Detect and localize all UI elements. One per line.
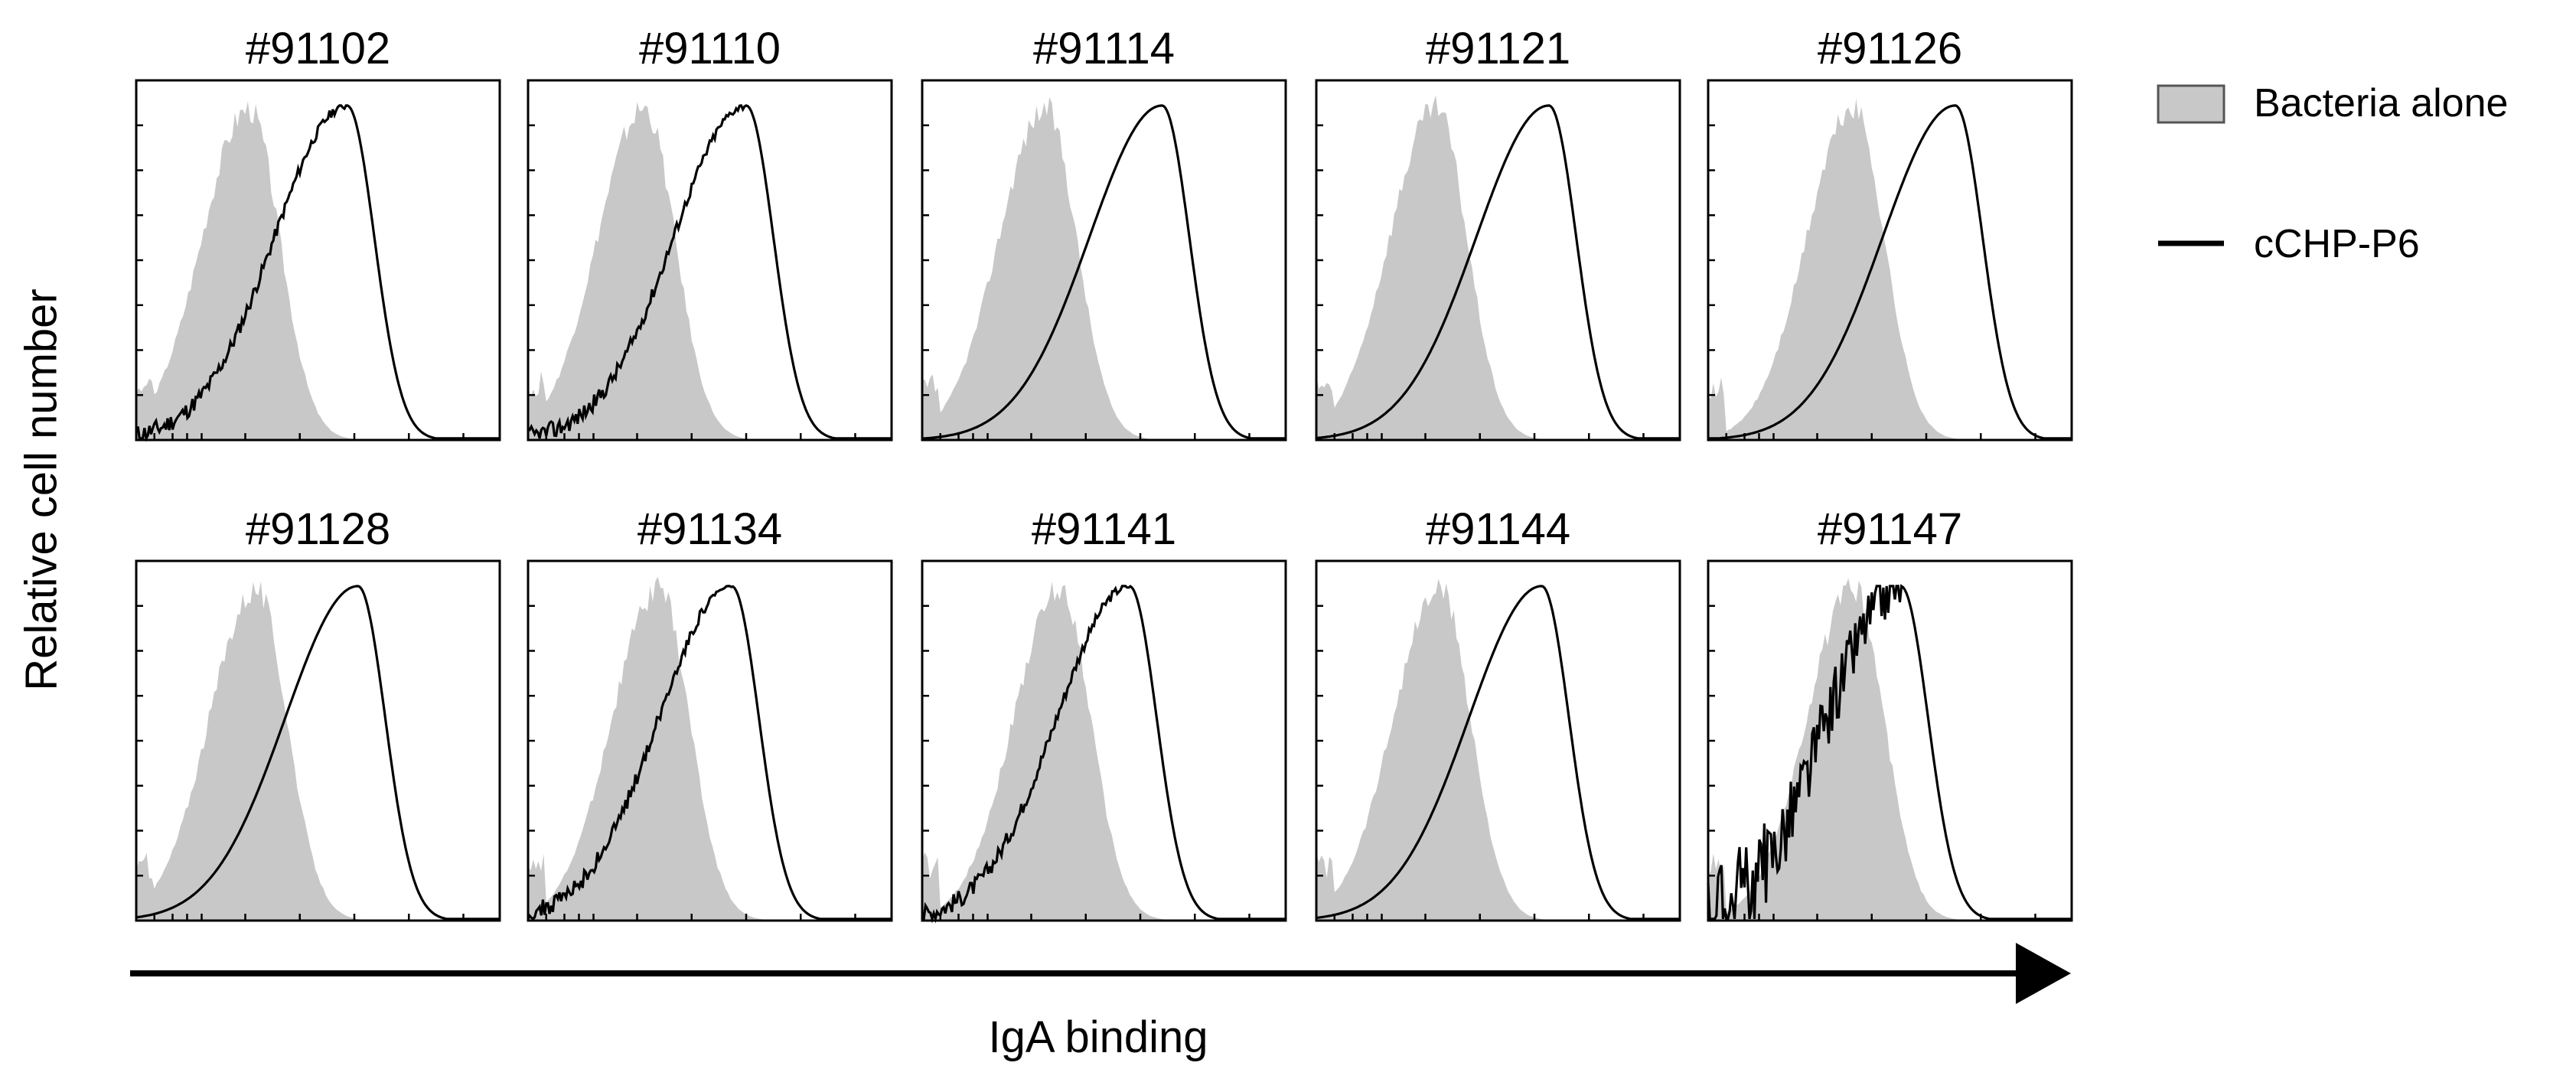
panel-title: #91141 bbox=[1032, 504, 1176, 554]
histogram-panel: #91114 bbox=[921, 24, 1287, 442]
cchp-p6-histogram bbox=[1316, 104, 1680, 440]
panel-title: #91102 bbox=[246, 24, 390, 73]
bacteria-alone-histogram bbox=[136, 581, 500, 921]
panel-title: #91121 bbox=[1426, 24, 1570, 73]
bacteria-alone-histogram bbox=[1708, 99, 2072, 440]
cchp-p6-histogram bbox=[921, 585, 1286, 924]
histogram-panel: #91102 bbox=[135, 24, 501, 442]
histogram-panel: #91110 bbox=[527, 24, 893, 442]
histogram-panel: #91128 bbox=[135, 504, 501, 922]
cchp-p6-histogram bbox=[135, 585, 500, 921]
bacteria-alone-histogram bbox=[1708, 578, 2072, 921]
bacteria-alone-histogram bbox=[136, 101, 500, 440]
histogram-panels: #91102 #91110 #91114 #91121 #91126 #91128 #911… bbox=[135, 24, 2073, 924]
cchp-p6-histogram bbox=[1316, 585, 1680, 921]
histogram-panel: #91144 bbox=[1315, 504, 1681, 922]
x-axis-label: IgA binding bbox=[988, 1012, 1208, 1062]
histogram-panel: #91126 bbox=[1707, 24, 2073, 442]
histogram-panel: #91134 bbox=[527, 504, 893, 922]
bacteria-alone-histogram bbox=[1316, 579, 1680, 921]
histogram-panel: #91147 bbox=[1707, 504, 2073, 922]
legend-label-bacteria-alone: Bacteria alone bbox=[2254, 81, 2508, 125]
panel-title: #91110 bbox=[639, 24, 781, 73]
bacteria-alone-histogram bbox=[922, 582, 1286, 921]
panel-title: #91126 bbox=[1818, 24, 1962, 73]
cchp-p6-histogram bbox=[1707, 584, 2072, 921]
panel-title: #91147 bbox=[1818, 504, 1962, 554]
histogram-panel: #91121 bbox=[1315, 24, 1681, 442]
panel-title: #91114 bbox=[1033, 24, 1175, 73]
legend: Bacteria alone cCHP-P6 bbox=[2157, 81, 2508, 266]
histogram-panel: #91141 bbox=[921, 504, 1287, 924]
cchp-p6-histogram bbox=[922, 104, 1286, 440]
y-axis-label: Relative cell number bbox=[16, 288, 66, 690]
bacteria-alone-histogram bbox=[922, 97, 1286, 440]
cchp-p6-histogram bbox=[527, 104, 892, 440]
bacteria-alone-histogram bbox=[528, 576, 892, 921]
cchp-p6-histogram bbox=[1708, 104, 2072, 440]
panel-title: #91144 bbox=[1426, 504, 1570, 554]
legend-label-cchp-p6: cCHP-P6 bbox=[2254, 222, 2420, 266]
cchp-p6-histogram bbox=[135, 104, 500, 442]
bacteria-alone-histogram bbox=[1316, 95, 1680, 441]
bacteria-alone-histogram bbox=[528, 102, 892, 440]
cchp-p6-histogram bbox=[527, 585, 892, 921]
panel-title: #91134 bbox=[637, 504, 782, 554]
legend-swatch-bacteria-alone bbox=[2157, 84, 2225, 124]
panel-title: #91128 bbox=[246, 504, 390, 554]
